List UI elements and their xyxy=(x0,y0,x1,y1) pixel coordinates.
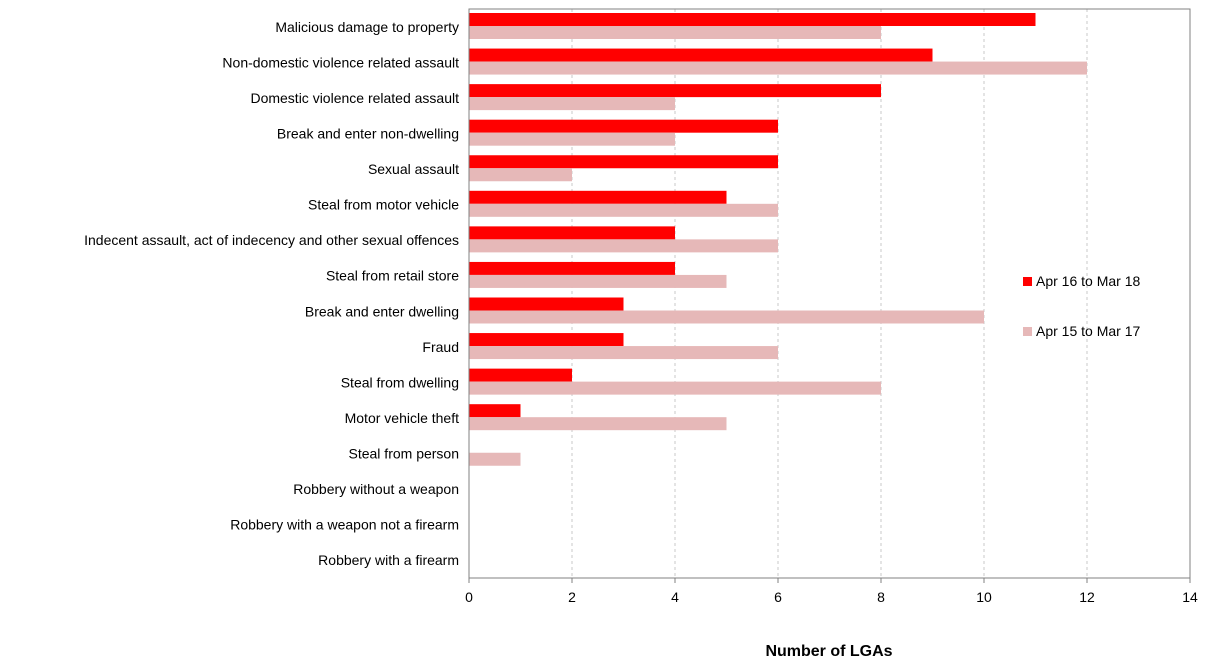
x-tick-label: 14 xyxy=(1182,589,1198,605)
legend-label: Apr 15 to Mar 17 xyxy=(1036,323,1140,339)
category-label: Break and enter dwelling xyxy=(305,303,459,319)
x-tick-label: 2 xyxy=(568,589,576,605)
bar-series-1 xyxy=(469,333,624,347)
category-label: Malicious damage to property xyxy=(275,19,459,35)
bar-series-2 xyxy=(469,168,572,182)
bar-series-1 xyxy=(469,261,675,275)
category-label: Indecent assault, act of indecency and o… xyxy=(84,232,459,248)
category-label: Domestic violence related assault xyxy=(250,90,459,106)
category-label: Break and enter non-dwelling xyxy=(277,125,459,141)
category-label: Sexual assault xyxy=(368,161,459,177)
bar-series-1 xyxy=(469,48,933,62)
category-label: Robbery without a weapon xyxy=(293,481,459,497)
category-label: Fraud xyxy=(422,339,459,355)
x-tick-label: 0 xyxy=(465,589,473,605)
x-tick-labels: 0 2 4 6 8 10 12 14 xyxy=(465,578,1198,605)
category-label: Non-domestic violence related assault xyxy=(222,54,459,70)
bar-series-2 xyxy=(469,239,778,253)
category-label: Steal from person xyxy=(349,446,460,462)
x-axis-title: Number of LGAs xyxy=(765,643,892,660)
bar-series-2 xyxy=(469,132,675,146)
bar-series-2 xyxy=(469,310,984,324)
x-tick-label: 8 xyxy=(877,589,885,605)
category-label: Steal from dwelling xyxy=(341,374,459,390)
legend-swatch xyxy=(1023,327,1032,336)
bar-series-1 xyxy=(469,84,881,98)
bar-series-1 xyxy=(469,119,778,133)
legend: Apr 16 to Mar 18 Apr 15 to Mar 17 xyxy=(1023,273,1140,339)
x-tick-label: 4 xyxy=(671,589,679,605)
bar-series-1 xyxy=(469,13,1036,26)
bar-series-2 xyxy=(469,203,778,217)
x-tick-label: 6 xyxy=(774,589,782,605)
bar-series-1 xyxy=(469,155,778,169)
bar-series-1 xyxy=(469,297,624,311)
x-tick-label: 12 xyxy=(1079,589,1095,605)
bar-series-1 xyxy=(469,368,572,382)
gridlines xyxy=(571,9,1088,578)
bar-series-2 xyxy=(469,417,727,431)
bar-series-2 xyxy=(469,26,881,39)
bar-series-2 xyxy=(469,97,675,111)
legend-label: Apr 16 to Mar 18 xyxy=(1036,273,1140,289)
plot-border xyxy=(468,8,1191,579)
bars xyxy=(469,13,1087,466)
category-labels: Malicious damage to property Non-domestic… xyxy=(84,19,459,568)
category-label: Motor vehicle theft xyxy=(345,410,459,426)
bar-series-1 xyxy=(469,226,675,240)
bar-series-1 xyxy=(469,190,727,204)
legend-swatch xyxy=(1023,277,1032,286)
bar-series-2 xyxy=(469,346,778,360)
category-label: Robbery with a weapon not a firearm xyxy=(230,517,459,533)
bar-series-2 xyxy=(469,452,521,466)
bar-series-2 xyxy=(469,274,727,288)
bar-series-2 xyxy=(469,381,881,395)
category-label: Steal from retail store xyxy=(326,268,459,284)
category-label: Robbery with a firearm xyxy=(318,552,459,568)
x-tick-label: 10 xyxy=(976,589,992,605)
bar-series-2 xyxy=(469,61,1087,75)
bar-series-1 xyxy=(469,404,521,418)
category-label: Steal from motor vehicle xyxy=(308,197,459,213)
